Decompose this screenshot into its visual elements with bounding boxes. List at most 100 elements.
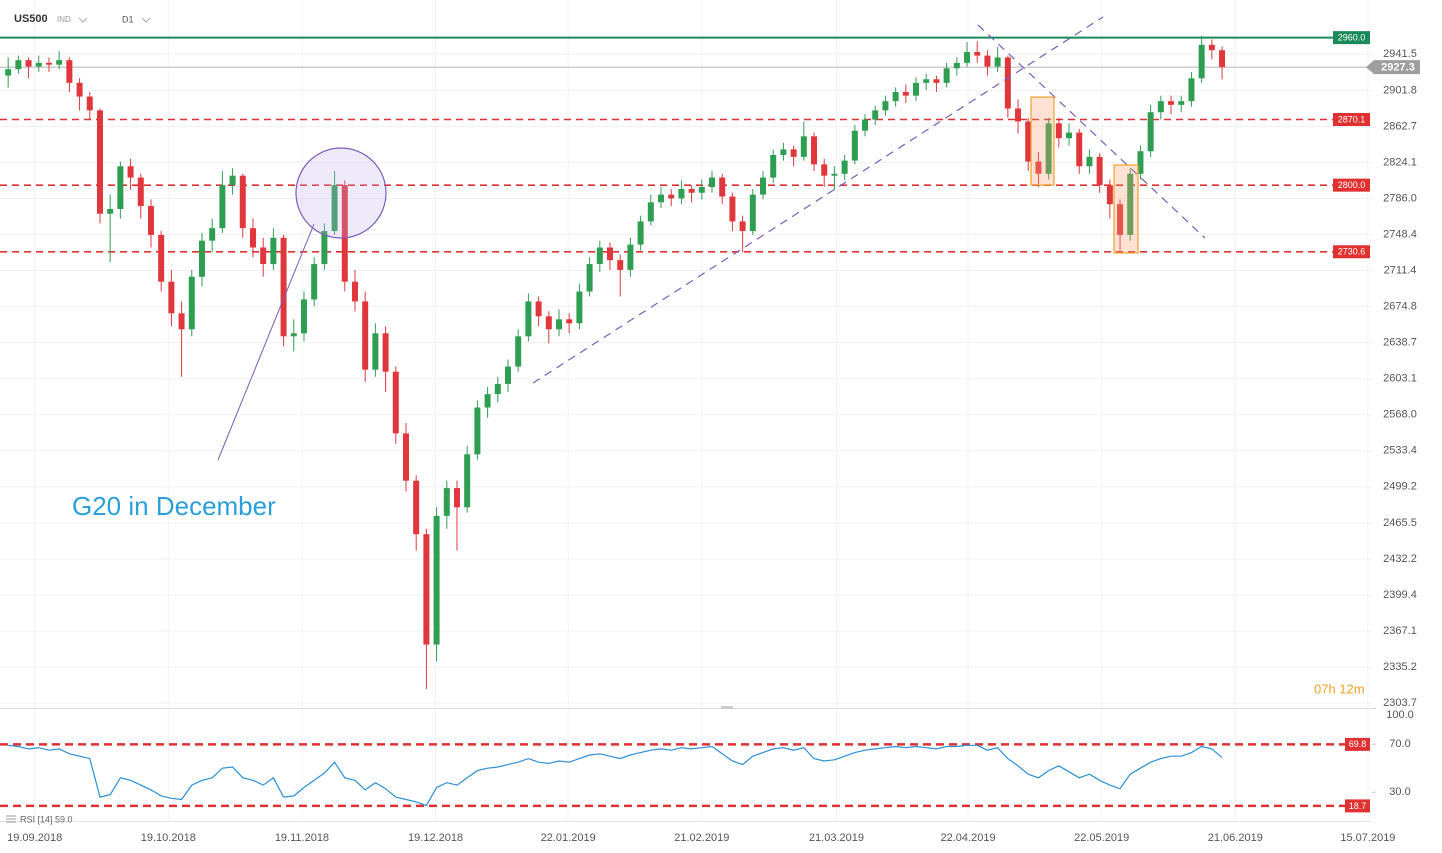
dropdown-icon[interactable]: [78, 17, 88, 23]
dropdown-icon[interactable]: [141, 17, 151, 23]
candle-body: [668, 194, 675, 199]
highlight-box: [1113, 164, 1139, 254]
candle-body: [851, 130, 858, 161]
candle-body: [117, 166, 124, 209]
candle-body: [1198, 44, 1205, 79]
candle-body: [433, 515, 440, 645]
y-tick-label: 2432.2: [1383, 553, 1417, 565]
candle-body: [1147, 112, 1154, 152]
candle-body: [1117, 204, 1124, 235]
candle-body: [1055, 123, 1062, 139]
annotations: [217, 16, 1206, 461]
candle-body: [913, 82, 920, 96]
candle-body: [311, 264, 318, 300]
candle-body: [719, 177, 726, 197]
candle-body: [862, 119, 869, 131]
grid: [0, 0, 1372, 821]
candle-body: [45, 62, 52, 65]
candle-body: [749, 194, 756, 232]
candle-body: [831, 173, 838, 176]
candle-body: [729, 196, 736, 222]
candle-body: [168, 281, 175, 314]
candle-body: [321, 231, 328, 265]
candle-body: [596, 247, 603, 265]
trend-line: [532, 16, 1104, 384]
indicator-label: RSI [14] 59.0: [20, 814, 73, 824]
rsi-level-label: 18.7: [1349, 801, 1367, 811]
candle-body: [494, 383, 501, 395]
last-price-badge: [1366, 60, 1420, 75]
candle-body: [964, 52, 971, 63]
level-badge: [1333, 245, 1370, 259]
candle-body: [607, 247, 614, 261]
candle-body: [1025, 121, 1032, 162]
x-tick-label: 21.02.2019: [674, 832, 729, 844]
candle-body: [413, 480, 420, 535]
candle-body: [1076, 132, 1083, 167]
candle-body: [556, 319, 563, 330]
timeframe: D1: [122, 14, 134, 24]
candle-body: [1178, 101, 1185, 105]
level-label: 2800.0: [1338, 180, 1366, 190]
rsi-level-badge: [1345, 737, 1370, 751]
indicator-icon[interactable]: [6, 815, 16, 823]
candle-body: [1208, 44, 1215, 51]
candle-body: [790, 149, 797, 157]
candle-body: [484, 394, 491, 408]
candle-body: [800, 136, 807, 157]
candle-body: [372, 333, 379, 370]
candle-body: [841, 160, 848, 174]
candle-body: [362, 301, 369, 370]
level-badge: [1333, 113, 1370, 127]
x-tick-label: 21.03.2019: [809, 832, 864, 844]
candles: [5, 35, 1226, 689]
highlight-circle: [295, 147, 387, 239]
candle-body: [127, 166, 134, 178]
candle-body: [107, 208, 114, 214]
candle-body: [219, 185, 226, 229]
candle-body: [525, 301, 532, 337]
candle-body: [209, 228, 216, 241]
x-tick-label: 19.11.2018: [275, 832, 329, 844]
candle-body: [882, 101, 889, 111]
pane-handle[interactable]: [721, 706, 733, 709]
y-tick-label: 2786.0: [1383, 192, 1417, 204]
x-tick-label: 19.09.2018: [7, 832, 62, 844]
candle-body: [239, 175, 246, 229]
candle-body: [66, 60, 73, 83]
candle-body: [780, 149, 787, 155]
candle-body: [464, 454, 471, 508]
trend-line: [977, 24, 1206, 239]
candle-body: [1127, 173, 1134, 235]
candle-body: [811, 136, 818, 165]
candle-body: [35, 62, 42, 67]
y-tick-label: 2638.7: [1383, 337, 1417, 349]
candle-body: [984, 55, 991, 67]
y-tick-label: 2824.1: [1383, 156, 1417, 168]
candle-body: [56, 60, 63, 65]
candle-body: [392, 371, 399, 434]
candle-body: [260, 247, 267, 265]
candle-body: [576, 291, 583, 324]
y-tick-label: 2941.5: [1383, 48, 1417, 60]
x-tick-label: 22.01.2019: [541, 832, 596, 844]
candle-body: [535, 301, 542, 317]
rsi-line: [8, 744, 1223, 807]
y-tick-label: 2499.2: [1383, 481, 1417, 493]
candle-body: [158, 234, 165, 282]
candle-body: [300, 299, 307, 334]
candle-body: [902, 91, 909, 96]
y-tick-label: 2862.7: [1383, 120, 1417, 132]
candle-body: [76, 82, 83, 97]
candle-body: [443, 488, 450, 516]
candle-body: [5, 69, 12, 76]
y-tick-label: 2465.5: [1383, 517, 1417, 529]
market: IND: [57, 15, 71, 24]
candle-body: [892, 91, 899, 102]
candle-body: [994, 57, 1001, 67]
y-tick-label: 2603.1: [1383, 373, 1417, 385]
y-tick-label: 2399.4: [1383, 589, 1417, 601]
y-tick-label: 2674.8: [1383, 300, 1417, 312]
last-price-label: 2927.3: [1381, 62, 1415, 74]
